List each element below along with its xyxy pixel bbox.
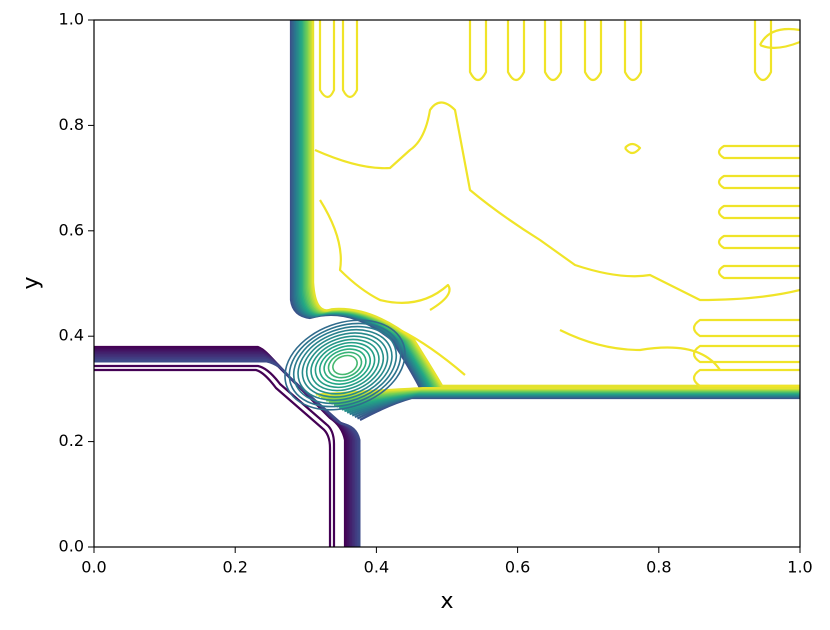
contour-line — [319, 345, 371, 385]
contour-line — [332, 354, 358, 376]
y-tick-label: 0.0 — [59, 537, 84, 556]
plot-frame — [93, 19, 801, 548]
contour-line — [692, 318, 800, 338]
contour-line — [318, 20, 359, 99]
contour-line — [692, 368, 800, 388]
contour-line — [354, 395, 800, 419]
contour-line — [356, 396, 800, 420]
contour-line — [94, 364, 336, 547]
contour-line — [314, 341, 376, 389]
contour-line — [94, 350, 351, 547]
y-tick-label: 0.2 — [59, 431, 84, 450]
contour-line — [300, 20, 800, 389]
x-tick-label: 0.8 — [646, 558, 671, 577]
contour-line — [543, 20, 563, 82]
contour-plot — [94, 20, 800, 547]
x-tick-label: 0.0 — [81, 558, 106, 577]
contour-line — [583, 20, 603, 82]
contour-line — [284, 319, 406, 411]
contour-line — [717, 174, 800, 190]
y-axis-label: y — [19, 276, 44, 289]
x-tick-label: 0.4 — [364, 558, 389, 577]
x-tick-label: 1.0 — [787, 558, 812, 577]
contour-line — [301, 332, 389, 398]
contour-line — [299, 20, 800, 389]
contour-line — [94, 349, 350, 547]
contour-line — [297, 329, 393, 401]
contour-line — [312, 20, 800, 387]
contour-line — [292, 325, 398, 405]
contour-line — [310, 338, 380, 392]
contour-line — [327, 351, 363, 379]
contour-line — [359, 396, 800, 421]
y-tick-label: 1.0 — [59, 10, 84, 29]
contour-line — [94, 355, 356, 547]
contour-line — [624, 27, 800, 155]
contour-line — [717, 234, 800, 250]
contour-line — [351, 395, 800, 417]
contour-line — [94, 357, 358, 547]
contour-line — [506, 20, 526, 82]
contour-line — [468, 20, 488, 82]
contour-line — [314, 101, 800, 302]
contour-line — [94, 347, 348, 547]
y-tick-label: 0.8 — [59, 115, 84, 134]
contour-line — [94, 360, 361, 547]
contour-line — [94, 353, 355, 547]
contour-line — [305, 335, 385, 395]
contour-line — [319, 199, 721, 376]
contour-line — [288, 322, 402, 408]
contour-line — [94, 358, 359, 547]
contour-line — [717, 204, 800, 220]
contour-line — [717, 264, 800, 280]
contour-line — [717, 144, 800, 160]
y-tick-label: 0.6 — [59, 220, 84, 239]
contour-line — [623, 20, 643, 82]
contour-line — [323, 348, 367, 382]
contour-line — [94, 352, 353, 547]
x-tick-label: 0.2 — [222, 558, 247, 577]
x-tick-label: 0.6 — [505, 558, 530, 577]
contour-line — [302, 20, 800, 388]
x-axis-label: x — [440, 589, 453, 614]
contour-line — [692, 344, 800, 364]
contour-line — [301, 20, 800, 388]
y-tick-label: 0.4 — [59, 326, 84, 345]
contour-line — [753, 20, 773, 82]
contour-line — [94, 368, 332, 547]
contour-line — [289, 20, 800, 390]
